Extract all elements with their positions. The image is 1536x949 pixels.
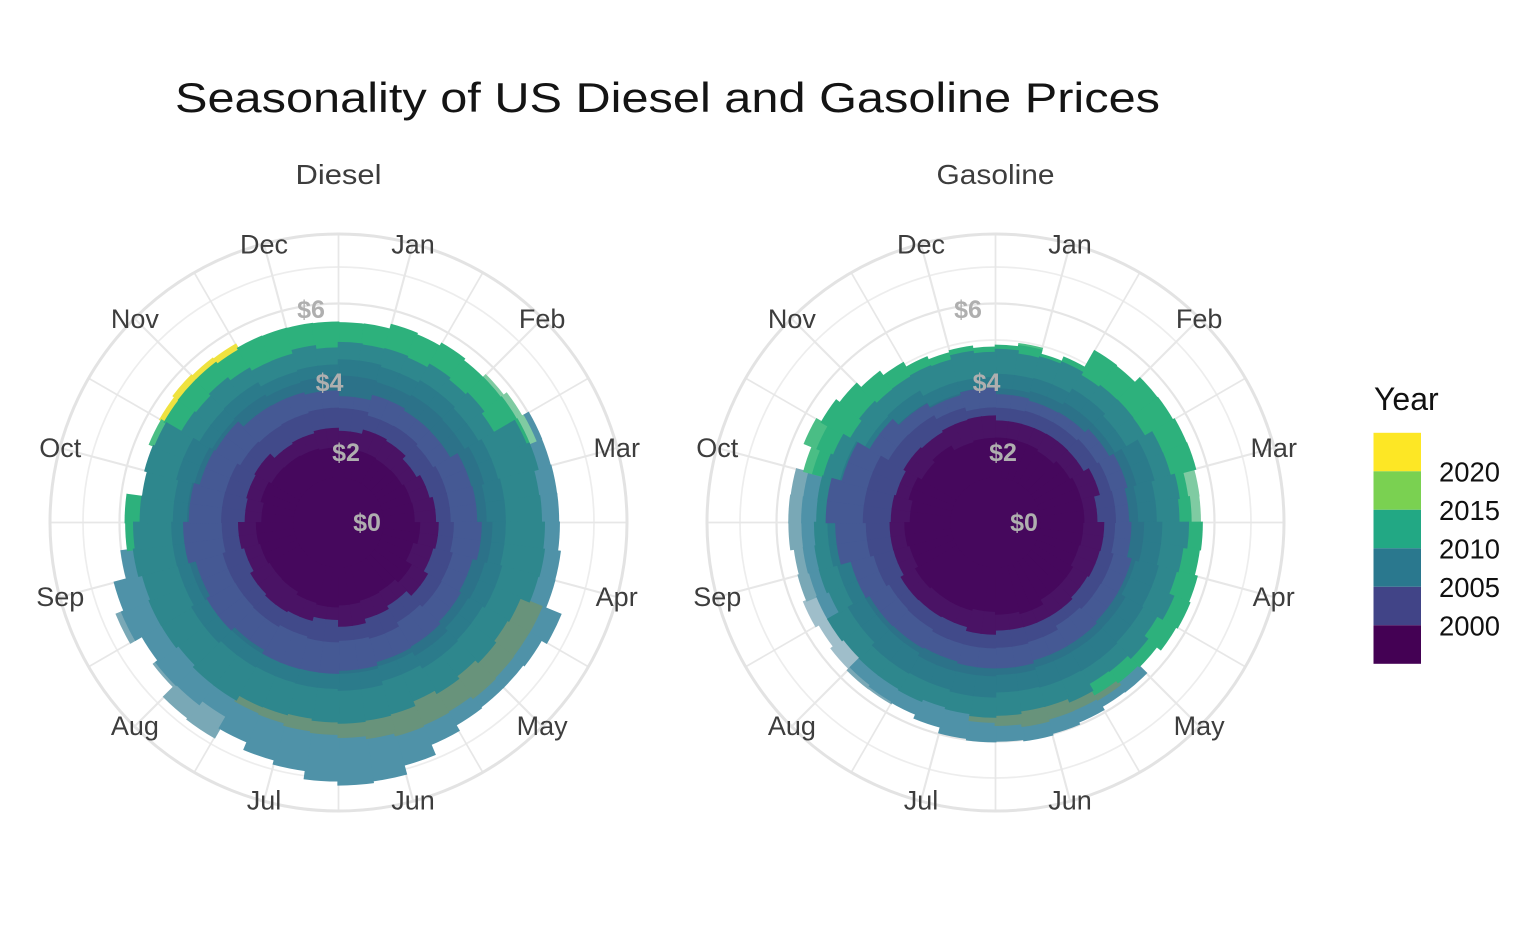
svg-text:Jul: Jul — [247, 786, 282, 816]
svg-text:Jun: Jun — [1048, 786, 1092, 816]
svg-text:$2: $2 — [332, 439, 360, 467]
svg-text:Apr: Apr — [1253, 582, 1295, 612]
svg-text:Aug: Aug — [768, 711, 816, 741]
svg-text:May: May — [1174, 711, 1226, 741]
svg-text:Oct: Oct — [39, 433, 82, 463]
svg-text:Dec: Dec — [240, 229, 288, 259]
svg-text:Apr: Apr — [596, 582, 638, 612]
svg-text:May: May — [517, 711, 569, 741]
svg-text:Diesel: Diesel — [296, 159, 382, 190]
svg-text:2005: 2005 — [1439, 572, 1500, 603]
svg-text:Feb: Feb — [519, 304, 566, 334]
svg-text:Jun: Jun — [391, 786, 435, 816]
svg-text:$2: $2 — [989, 439, 1017, 467]
svg-text:Aug: Aug — [111, 711, 159, 741]
svg-text:Sep: Sep — [693, 582, 741, 612]
svg-text:Year: Year — [1374, 381, 1439, 417]
svg-text:$4: $4 — [973, 369, 1001, 397]
svg-text:Jan: Jan — [391, 229, 435, 259]
svg-text:Seasonality of US Diesel and G: Seasonality of US Diesel and Gasoline Pr… — [175, 74, 1160, 121]
svg-text:$6: $6 — [954, 296, 982, 324]
svg-text:2015: 2015 — [1439, 495, 1500, 526]
svg-text:Mar: Mar — [593, 433, 640, 463]
svg-text:Nov: Nov — [768, 304, 817, 334]
svg-text:$4: $4 — [316, 369, 344, 397]
svg-text:2000: 2000 — [1439, 610, 1500, 641]
svg-text:Sep: Sep — [36, 582, 84, 612]
svg-text:Jul: Jul — [904, 786, 939, 816]
svg-text:2010: 2010 — [1439, 533, 1500, 564]
svg-text:Nov: Nov — [111, 304, 160, 334]
svg-text:$0: $0 — [1010, 509, 1038, 537]
svg-text:2020: 2020 — [1439, 456, 1500, 487]
svg-text:Jan: Jan — [1048, 229, 1092, 259]
svg-text:$0: $0 — [353, 509, 381, 537]
svg-text:$6: $6 — [297, 296, 325, 324]
svg-text:Oct: Oct — [696, 433, 739, 463]
svg-text:Mar: Mar — [1250, 433, 1297, 463]
svg-text:Feb: Feb — [1176, 304, 1223, 334]
svg-text:Gasoline: Gasoline — [937, 159, 1055, 190]
svg-text:Dec: Dec — [897, 229, 945, 259]
